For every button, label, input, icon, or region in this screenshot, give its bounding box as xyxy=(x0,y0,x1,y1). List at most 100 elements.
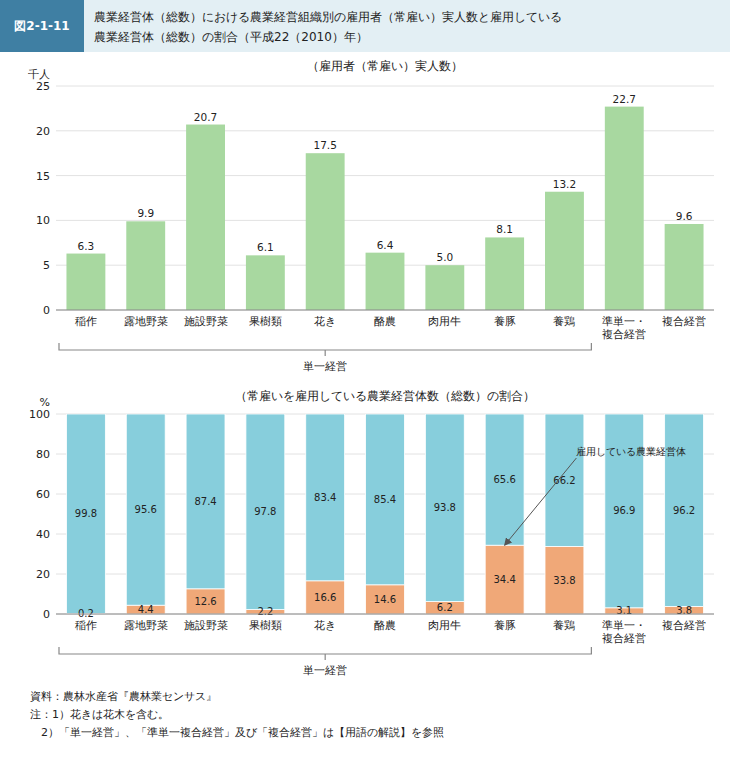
x-tick-label: 酪農 xyxy=(374,619,396,632)
data-label: 2.2 xyxy=(257,606,273,617)
x-tick-label: 養鶏 xyxy=(553,315,575,328)
data-label: 6.4 xyxy=(377,239,394,251)
grid-line xyxy=(56,614,714,615)
bar xyxy=(366,253,405,310)
data-label: 93.8 xyxy=(434,502,456,513)
x-tick-label: 稲作 xyxy=(75,315,97,328)
x-tick-label: 果樹類 xyxy=(249,315,282,328)
y-tick-label: 0 xyxy=(43,608,50,621)
data-label: 5.0 xyxy=(436,251,453,263)
bar xyxy=(545,192,584,310)
data-label: 97.8 xyxy=(254,506,276,517)
x-tick-label: 複合経営 xyxy=(662,315,706,328)
x-tick-label: 露地野菜 xyxy=(124,619,168,632)
bar-segment xyxy=(186,414,225,589)
brace-label: 単一経営 xyxy=(303,360,347,373)
brace xyxy=(59,647,591,660)
x-tick-label: 稲作 xyxy=(75,619,97,632)
bar-segment xyxy=(605,414,644,608)
grid-line xyxy=(56,310,714,311)
x-tick-label-line: 準単一・ xyxy=(602,619,646,632)
bar xyxy=(425,265,464,310)
bar-segment xyxy=(66,414,105,614)
bar-segment xyxy=(246,414,285,610)
data-label: 17.5 xyxy=(313,139,336,151)
data-label: 6.2 xyxy=(437,602,453,613)
chart-title: （雇用者（常雇い）実人数） xyxy=(307,59,463,73)
data-label: 20.7 xyxy=(194,111,217,123)
y-tick-label: 20 xyxy=(36,125,50,138)
data-label: 87.4 xyxy=(194,496,216,507)
bar-segment xyxy=(665,414,704,606)
y-tick-label: 100 xyxy=(29,408,50,421)
bar xyxy=(665,224,704,310)
x-tick-label-line: 複合経営 xyxy=(602,632,646,645)
data-label: 14.6 xyxy=(374,594,396,605)
bar-segment xyxy=(485,545,524,614)
header-background xyxy=(0,0,730,52)
y-tick-label: 20 xyxy=(36,568,50,581)
x-tick-label: 養豚 xyxy=(494,619,516,632)
chart-page: 図2-1-11 農業経営体（総数）における農業経営組織別の雇用者（常雇い）実人数と… xyxy=(0,0,730,760)
y-tick-label: 15 xyxy=(36,170,50,183)
bars xyxy=(66,414,703,614)
bar xyxy=(126,221,165,310)
annotation-arrow xyxy=(505,458,577,545)
data-label: 13.2 xyxy=(553,178,576,190)
data-label: 8.1 xyxy=(496,223,513,235)
data-label: 9.6 xyxy=(676,210,693,222)
y-tick-label: 80 xyxy=(36,448,50,461)
y-tick-label: 0 xyxy=(43,304,50,317)
figure-label: 図2-1-11 xyxy=(14,19,69,33)
bars xyxy=(66,107,703,310)
x-tick-label: 花き xyxy=(314,315,336,328)
annotation-label: 雇用している農業経営体 xyxy=(576,446,686,457)
chart: （雇用者（常雇い）実人数）千人05101520256.39.920.76.117… xyxy=(28,59,714,373)
data-label: 22.7 xyxy=(613,93,636,105)
y-tick-label: 5 xyxy=(43,259,50,272)
x-tick-label: 複合経営 xyxy=(662,619,706,632)
x-tick-label-line: 準単一・ xyxy=(602,315,646,328)
data-label: 96.9 xyxy=(613,505,635,516)
data-label: 12.6 xyxy=(194,596,216,607)
bar-segment xyxy=(126,414,165,605)
bar xyxy=(246,255,285,310)
bar-segment xyxy=(186,589,225,614)
header-title: 農業経営体（総数）における農業経営組織別の雇用者（常雇い）実人数と雇用している xyxy=(94,10,562,24)
bar xyxy=(485,237,524,310)
header-label-box xyxy=(0,0,84,52)
data-label: 99.8 xyxy=(75,508,97,519)
data-label: 65.6 xyxy=(494,474,516,485)
data-label: 95.6 xyxy=(135,504,157,515)
data-label: 6.1 xyxy=(257,241,274,253)
bar-segment xyxy=(306,581,345,614)
data-label: 6.3 xyxy=(78,240,95,252)
data-label: 83.4 xyxy=(314,492,336,503)
y-tick-label: 10 xyxy=(36,214,50,227)
bar-segment xyxy=(485,414,524,545)
header-subtitle: 農業経営体（総数）の割合（平成22（2010）年） xyxy=(94,30,368,44)
x-tick-label: 準単一・複合経営 xyxy=(602,619,646,645)
brace-label: 単一経営 xyxy=(303,664,347,677)
bar xyxy=(66,254,105,310)
bar xyxy=(605,107,644,310)
bar xyxy=(186,125,225,310)
bar-segment xyxy=(545,414,584,546)
bar-segment xyxy=(425,602,464,614)
bar-segment xyxy=(366,585,405,614)
x-tick-label: 肉用牛 xyxy=(428,619,461,632)
brace xyxy=(59,343,591,356)
x-tick-label: 肉用牛 xyxy=(428,315,461,328)
data-label: 66.2 xyxy=(553,475,575,486)
x-tick-label: 果樹類 xyxy=(249,619,282,632)
data-label: 34.4 xyxy=(494,574,516,585)
x-tick-label: 酪農 xyxy=(374,315,396,328)
grid-line xyxy=(56,86,714,87)
x-tick-label: 露地野菜 xyxy=(124,315,168,328)
y-tick-label: 25 xyxy=(36,80,50,93)
bar-segment xyxy=(366,414,405,585)
x-tick-label: 養鶏 xyxy=(553,619,575,632)
bar xyxy=(306,153,345,310)
x-axis-line xyxy=(56,614,714,615)
chart: （常雇いを雇用している農業経営体数（総数）の割合）%0204060801000.… xyxy=(29,389,714,677)
